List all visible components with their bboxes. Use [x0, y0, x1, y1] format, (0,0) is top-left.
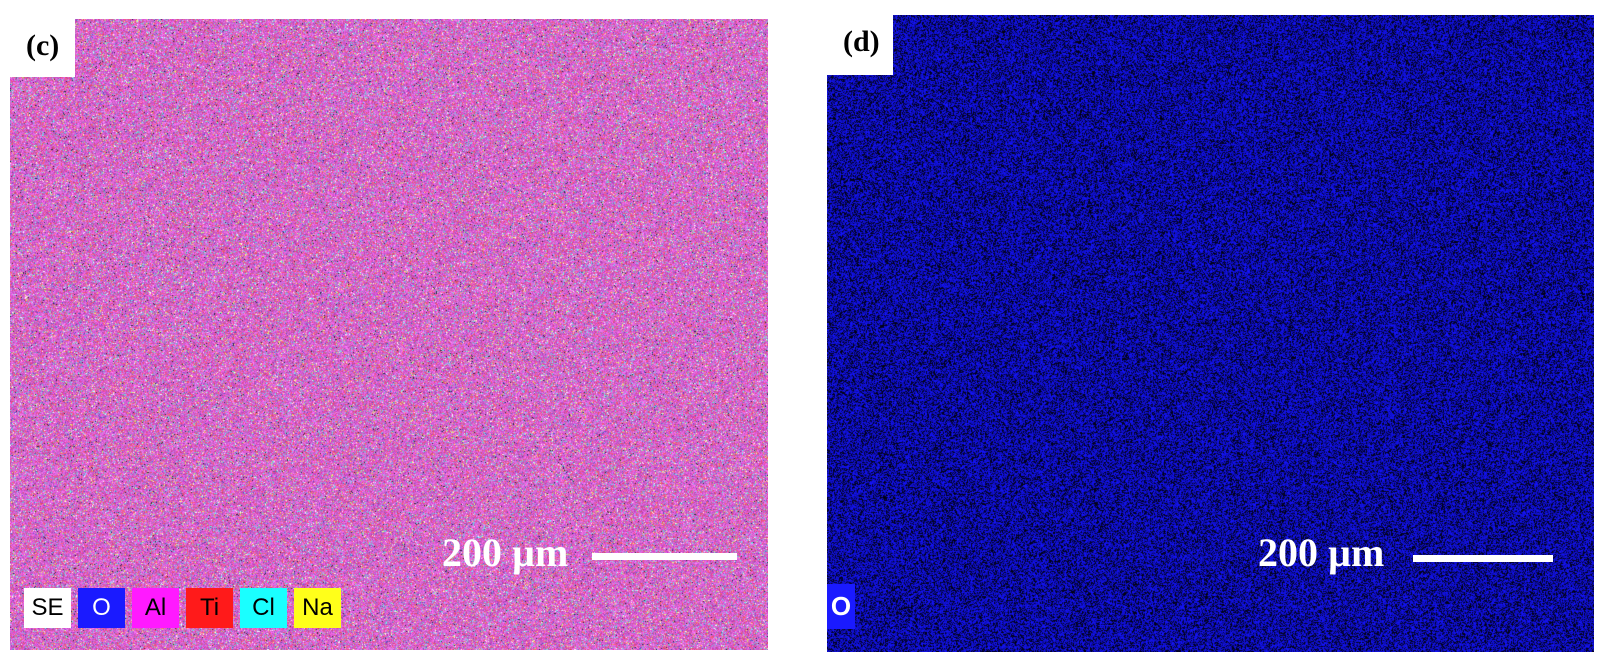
element-legend: SE O Al Ti Cl Na [24, 588, 341, 628]
legend-item-se: SE [24, 588, 71, 628]
legend-item-ti: Ti [186, 588, 233, 628]
scale-bar [1413, 555, 1553, 562]
element-label-oxygen: O [827, 584, 855, 629]
legend-item-na: Na [294, 588, 341, 628]
legend-item-o: O [78, 588, 125, 628]
scale-bar-label: 200 µm [1258, 530, 1385, 575]
composite-element-map-image [10, 19, 768, 650]
oxygen-element-map-image [827, 15, 1594, 652]
scale-bar-label: 200 µm [442, 530, 569, 575]
panel-label-d: (d) [827, 15, 893, 75]
legend-item-cl: Cl [240, 588, 287, 628]
legend-item-al: Al [132, 588, 179, 628]
eds-oxygen-map-panel: (d) 200 µm O [827, 15, 1594, 652]
eds-composite-map-panel: (c) 200 µm SE O Al Ti Cl Na [10, 19, 768, 650]
panel-label-c: (c) [10, 19, 75, 77]
scale-bar [592, 553, 737, 560]
